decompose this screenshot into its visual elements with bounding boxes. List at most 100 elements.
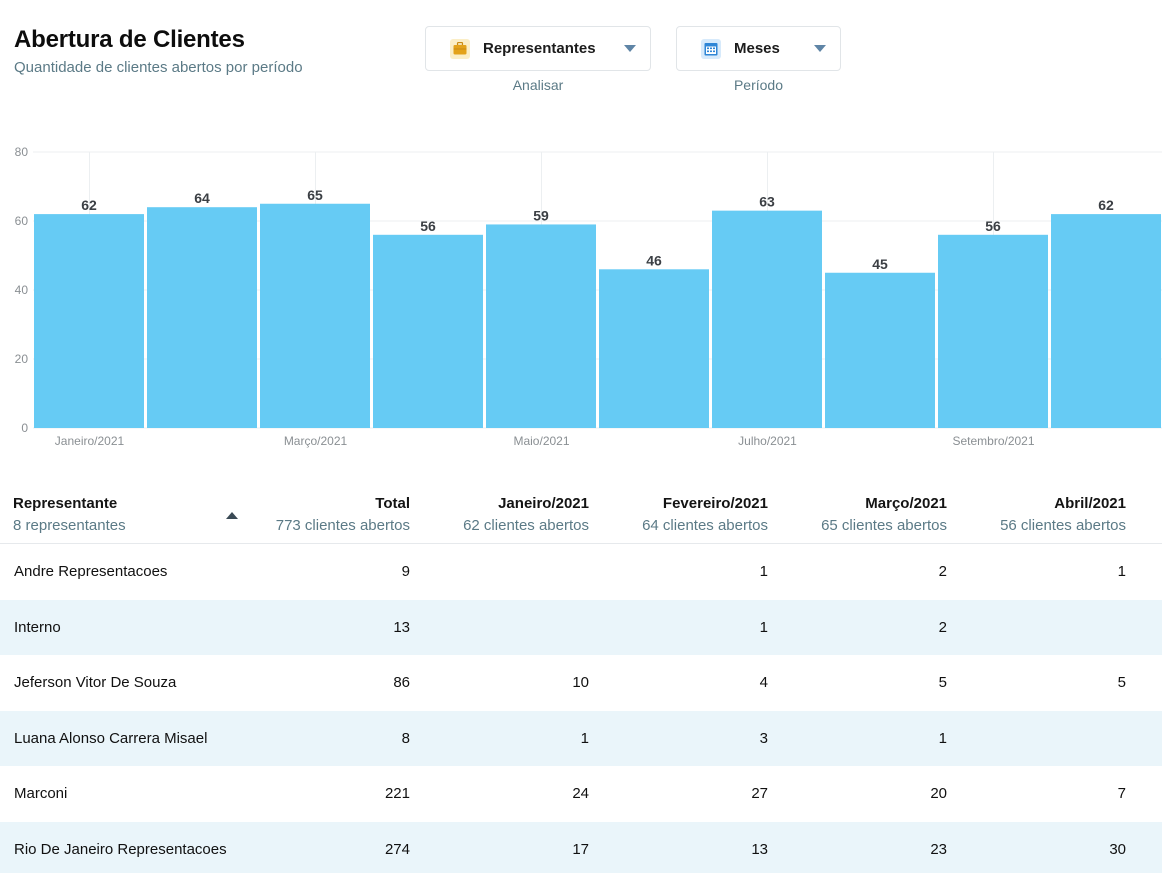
table-cell: 274 xyxy=(384,840,410,858)
table-row[interactable]: Andre Representacoes 9 1 2 1 xyxy=(0,544,1162,600)
representante-name-cell: Marconi xyxy=(14,785,68,803)
table-row[interactable]: Interno 13 1 2 xyxy=(0,599,1162,655)
bar[interactable] xyxy=(825,272,935,428)
table-cell: 2 xyxy=(938,618,947,636)
bar[interactable] xyxy=(260,203,370,428)
clientes-table: Representante 8 representantes Total 773 cl… xyxy=(0,482,1162,873)
table-cell: 7 xyxy=(1117,785,1126,803)
briefcase-icon xyxy=(450,38,470,59)
table-cell: 2 xyxy=(938,563,947,581)
x-tick-label: Março/2021 xyxy=(284,434,348,448)
table-cell: 9 xyxy=(401,563,410,581)
table-cell: 13 xyxy=(751,840,768,858)
column-header[interactable]: Fevereiro/2021 64 clientes abertos xyxy=(642,495,768,534)
chevron-down-icon xyxy=(624,45,636,52)
bar-data-label: 62 xyxy=(81,197,97,213)
bar[interactable] xyxy=(486,224,596,428)
bar-data-label: 62 xyxy=(1098,197,1114,213)
table-cell: 221 xyxy=(384,785,410,803)
analisar-caption: Analisar xyxy=(512,77,564,93)
bar-data-label: 56 xyxy=(420,218,436,234)
table-cell: 13 xyxy=(393,618,410,636)
table-cell: 23 xyxy=(930,840,947,858)
page-header: Abertura de Clientes Quantidade de clien… xyxy=(14,26,303,76)
table-cell: 1 xyxy=(580,729,589,747)
periodo-dropdown-label: Meses xyxy=(734,40,780,57)
table-row[interactable]: Marconi 221 24 27 20 7 xyxy=(0,766,1162,822)
column-title: Total xyxy=(375,495,410,512)
column-subtitle: 64 clientes abertos xyxy=(642,517,768,534)
table-cell: 1 xyxy=(938,729,947,747)
representante-name-cell: Andre Representacoes xyxy=(14,563,168,581)
periodo-caption: Período xyxy=(733,77,784,93)
table-cell: 1 xyxy=(759,563,768,581)
x-tick-label: Maio/2021 xyxy=(513,434,569,448)
bar-data-label: 65 xyxy=(307,187,323,203)
column-title: Março/2021 xyxy=(865,495,947,512)
column-header[interactable]: Total 773 clientes abertos xyxy=(276,495,410,534)
column-header[interactable]: Janeiro/2021 62 clientes abertos xyxy=(463,495,589,534)
table-cell: 24 xyxy=(572,785,589,803)
bar[interactable] xyxy=(34,214,144,428)
bar-data-label: 59 xyxy=(533,207,549,223)
clientes-bar-chart: 0 20 40 60 80 62 64 65 56 59 46 63 45 56 62 Janeiro/202… xyxy=(15,145,1162,448)
table-cell: 3 xyxy=(759,729,768,747)
table-cell: 10 xyxy=(572,674,589,692)
y-tick-label: 40 xyxy=(15,283,29,297)
representante-name-cell: Jeferson Vitor De Souza xyxy=(14,674,177,692)
y-tick-label: 80 xyxy=(15,145,29,159)
bar-data-label: 45 xyxy=(872,256,888,272)
column-header[interactable]: Abril/2021 56 clientes abertos xyxy=(1000,495,1126,534)
table-cell: 8 xyxy=(401,729,410,747)
column-subtitle: 8 representantes xyxy=(13,517,126,534)
column-subtitle: 56 clientes abertos xyxy=(1000,517,1126,534)
bar[interactable] xyxy=(712,210,822,428)
x-tick-label: Janeiro/2021 xyxy=(55,434,125,448)
page-subtitle: Quantidade de clientes abertos por perío… xyxy=(14,59,303,76)
table-body: Andre Representacoes 9 1 2 1 Interno 13 1 2 Jefer… xyxy=(0,544,1162,873)
column-subtitle: 62 clientes abertos xyxy=(463,517,589,534)
table-row[interactable]: Rio De Janeiro Representacoes 274 17 13 23 30 xyxy=(0,821,1162,873)
table-cell: 4 xyxy=(759,674,768,692)
table-cell: 27 xyxy=(751,785,768,803)
table-cell: 1 xyxy=(759,618,768,636)
table-cell: 86 xyxy=(393,674,410,692)
column-header[interactable]: Março/2021 65 clientes abertos xyxy=(821,495,947,534)
table-cell: 1 xyxy=(1117,563,1126,581)
analisar-dropdown-label: Representantes xyxy=(483,40,596,57)
analisar-dropdown[interactable]: Representantes xyxy=(425,26,651,71)
bar-data-label: 63 xyxy=(759,194,775,210)
sort-ascending-icon[interactable] xyxy=(226,512,238,519)
bar[interactable] xyxy=(373,234,483,428)
periodo-dropdown[interactable]: Meses xyxy=(676,26,841,71)
table-cell: 17 xyxy=(572,840,589,858)
bar[interactable] xyxy=(147,207,257,428)
x-tick-label: Setembro/2021 xyxy=(952,434,1034,448)
chevron-down-icon xyxy=(814,45,826,52)
column-title: Janeiro/2021 xyxy=(498,495,589,512)
bar[interactable] xyxy=(599,269,709,428)
representante-name-cell: Luana Alonso Carrera Misael xyxy=(14,729,208,747)
column-subtitle: 773 clientes abertos xyxy=(275,517,410,534)
table-cell: 20 xyxy=(930,785,947,803)
page-title: Abertura de Clientes xyxy=(14,26,245,53)
x-tick-label: Julho/2021 xyxy=(738,434,797,448)
bar[interactable] xyxy=(938,234,1048,428)
y-tick-label: 60 xyxy=(15,214,29,228)
column-title: Representante xyxy=(13,495,118,512)
bar[interactable] xyxy=(1051,214,1161,428)
table-row[interactable]: Luana Alonso Carrera Misael 8 1 3 1 xyxy=(0,710,1162,766)
column-header[interactable]: Representante 8 representantes xyxy=(13,495,126,534)
bar-data-label: 56 xyxy=(985,218,1001,234)
table-header: Representante 8 representantes Total 773 cl… xyxy=(0,482,1162,544)
calendar-icon xyxy=(701,38,721,59)
representante-name-cell: Rio De Janeiro Representacoes xyxy=(14,840,227,858)
column-title: Abril/2021 xyxy=(1054,495,1126,512)
table-cell: 30 xyxy=(1109,840,1126,858)
table-row[interactable]: Jeferson Vitor De Souza 86 10 4 5 5 xyxy=(0,655,1162,711)
column-subtitle: 65 clientes abertos xyxy=(821,517,947,534)
bar-data-label: 46 xyxy=(646,252,662,268)
table-cell: 5 xyxy=(938,674,947,692)
table-cell: 5 xyxy=(1117,674,1126,692)
representante-name-cell: Interno xyxy=(14,618,61,636)
